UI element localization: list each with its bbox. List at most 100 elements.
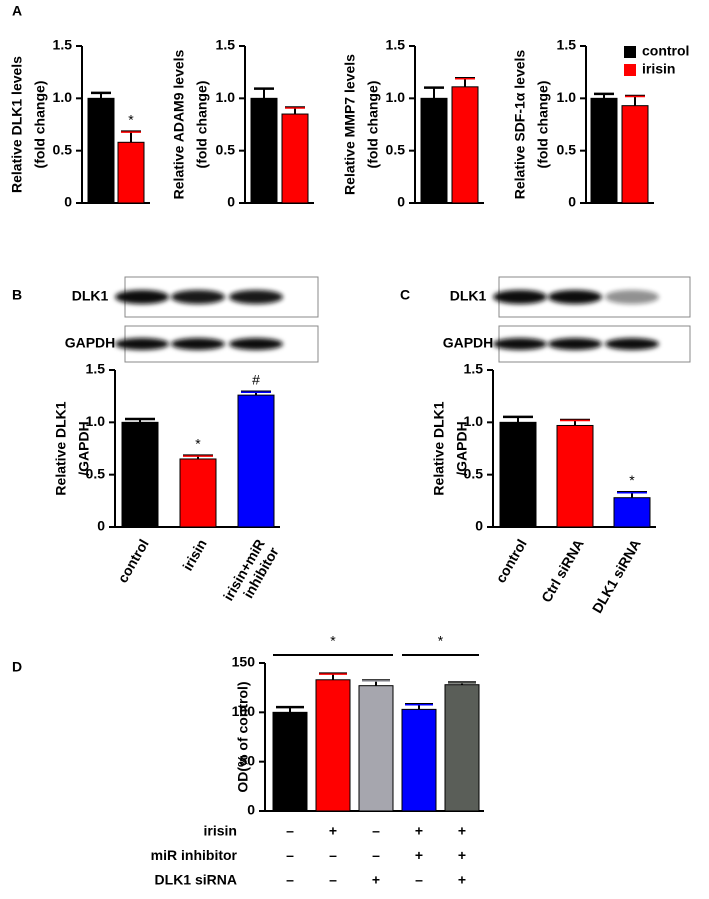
error-bar <box>276 705 304 713</box>
y-axis-label: Relative DLK1 <box>53 401 69 495</box>
y-tick-label: 1.5 <box>464 361 484 377</box>
panel-label: A <box>12 3 22 19</box>
error-bar <box>121 130 141 143</box>
y-tick-label: 0 <box>247 802 255 818</box>
y-axis-label: Relative MMP7 levels <box>342 54 358 195</box>
condition-mark: + <box>458 823 466 839</box>
condition-label: irisin <box>204 823 237 839</box>
blot-band <box>115 290 169 304</box>
error-bar <box>503 415 533 423</box>
y-axis-label: Relative SDF-1α levels <box>512 50 528 200</box>
y-axis-label: OD(% of control) <box>235 681 251 792</box>
bar <box>444 684 480 812</box>
error-bar <box>91 91 111 99</box>
y-tick-label: 1.0 <box>386 89 406 105</box>
y-tick-label: 100 <box>232 703 256 719</box>
significance-mark: * <box>330 633 336 649</box>
y-tick-label: 150 <box>232 654 256 670</box>
bar <box>556 424 594 528</box>
bar <box>613 497 651 528</box>
condition-mark: – <box>372 823 380 839</box>
bar <box>87 97 115 204</box>
y-tick-label: 0.5 <box>557 141 577 157</box>
y-tick-label: 0 <box>97 518 105 534</box>
bar <box>237 394 275 528</box>
condition-mark: + <box>458 872 466 888</box>
y-axis-label: (fold change) <box>365 81 381 169</box>
y-tick-label: 1.0 <box>464 413 484 429</box>
error-bar <box>594 92 614 99</box>
blot-band <box>548 338 602 350</box>
y-tick-label: 0.5 <box>53 141 73 157</box>
y-tick-label: 0 <box>227 194 235 210</box>
y-tick-label: 1.5 <box>557 37 577 53</box>
y-tick-label: 0 <box>397 194 405 210</box>
condition-mark: – <box>415 872 423 888</box>
error-bar <box>424 86 444 99</box>
error-bar <box>405 702 433 710</box>
significance-mark: * <box>128 112 134 128</box>
y-axis-label: Relative ADAM9 levels <box>171 49 187 199</box>
bar <box>250 97 278 204</box>
y-axis-label: Relative DLK1 <box>431 401 447 495</box>
legend-label: irisin <box>642 61 675 77</box>
blot-band <box>229 290 283 304</box>
y-axis-label: (fold change) <box>194 81 210 169</box>
bar <box>272 711 308 812</box>
blot-band <box>493 338 547 350</box>
y-axis-label: (fold change) <box>535 81 551 169</box>
y-tick-label: 1.0 <box>86 413 106 429</box>
condition-mark: + <box>372 872 380 888</box>
error-bar <box>241 390 271 396</box>
y-axis-label: (fold change) <box>32 81 48 169</box>
condition-mark: + <box>415 847 423 863</box>
condition-mark: – <box>329 847 337 863</box>
panel-label: D <box>12 659 22 675</box>
error-bar <box>285 106 305 115</box>
condition-mark: – <box>286 823 294 839</box>
bar <box>420 97 448 204</box>
x-tick-label: DLK1 siRNA <box>589 536 644 615</box>
condition-mark: – <box>329 872 337 888</box>
x-tick-label: control <box>114 536 152 585</box>
legend-label: control <box>642 43 689 59</box>
condition-mark: – <box>286 872 294 888</box>
y-tick-label: 0.5 <box>216 141 236 157</box>
error-bar <box>254 87 274 99</box>
bar <box>121 421 159 528</box>
bar <box>499 421 537 528</box>
significance-mark: * <box>629 472 635 488</box>
blot-band <box>605 338 659 350</box>
condition-mark: + <box>458 847 466 863</box>
bar <box>281 113 309 204</box>
significance-mark: * <box>195 436 201 452</box>
blot-label: DLK1 <box>72 288 109 304</box>
error-bar <box>448 681 476 685</box>
bar <box>179 458 217 528</box>
y-axis-label: /GAPDH <box>76 421 92 475</box>
panel-label: C <box>400 287 410 303</box>
x-tick-label: irisin <box>179 536 210 573</box>
y-tick-label: 1.5 <box>216 37 236 53</box>
bar <box>621 105 649 204</box>
condition-mark: + <box>415 823 423 839</box>
y-tick-label: 0.5 <box>386 141 406 157</box>
error-bar <box>625 94 645 106</box>
legend-swatch <box>624 46 636 58</box>
bar <box>117 141 145 204</box>
bar <box>590 97 618 204</box>
significance-mark: # <box>252 372 260 388</box>
significance-mark: * <box>438 633 444 649</box>
condition-mark: + <box>329 823 337 839</box>
error-bar <box>125 417 155 423</box>
error-bar <box>183 454 213 459</box>
blot-band <box>229 338 283 350</box>
x-tick-label: control <box>492 536 530 585</box>
condition-label: miR inhibitor <box>151 847 238 863</box>
y-tick-label: 1.0 <box>216 89 236 105</box>
blot-band <box>493 290 547 304</box>
y-tick-label: 0.5 <box>86 465 106 481</box>
y-tick-label: 50 <box>239 752 255 768</box>
y-tick-label: 0 <box>568 194 576 210</box>
